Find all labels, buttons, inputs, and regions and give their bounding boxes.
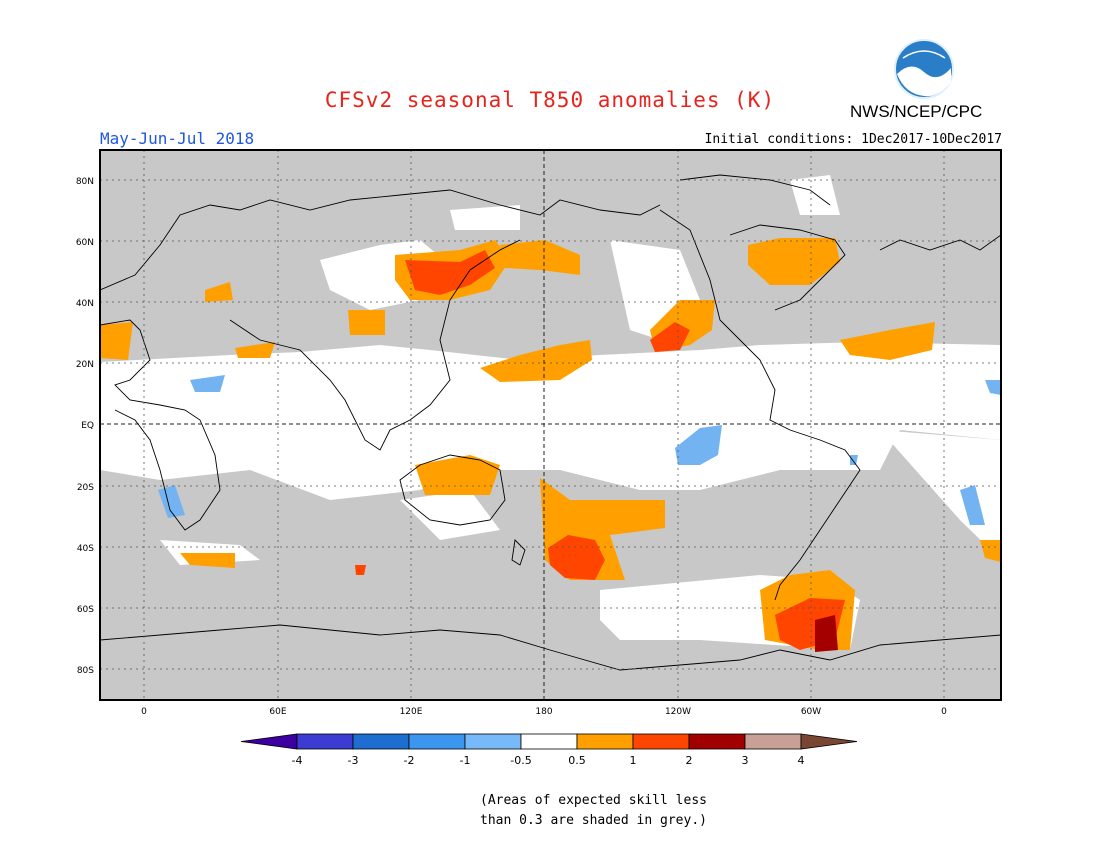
lat-label: 80S	[77, 666, 94, 676]
longitude-labels: 0 60E 120E 180 120W 60W 0	[141, 707, 947, 717]
colorbar-label: -3	[348, 754, 359, 767]
colorbar-label: 3	[742, 754, 749, 767]
colorbar-swatch	[520, 733, 578, 750]
latitude-labels: 80N 60N 40N 20N EQ 20S 40S 60S 80S	[76, 177, 94, 676]
lon-label: 0	[941, 707, 947, 717]
colorbar-swatch	[464, 733, 522, 750]
colorbar-labels: -4 -3 -2 -1 -0.5 0.5 1 2 3 4	[292, 754, 805, 767]
lat-label: 20N	[76, 360, 94, 370]
colorbar-arrow-high	[800, 733, 858, 750]
lat-label: 60N	[76, 238, 94, 248]
lat-label: 40N	[76, 299, 94, 309]
colorbar-label: -4	[292, 754, 303, 767]
colorbar-swatch	[688, 733, 746, 750]
colorbar-label: 1	[630, 754, 637, 767]
warm-anomaly-2-3	[815, 615, 838, 652]
coastlines	[100, 174, 1001, 671]
colorbar-swatch	[408, 733, 466, 750]
colorbar-arrow-low	[240, 733, 298, 750]
colorbar-swatch	[352, 733, 410, 750]
noaa-logo-icon	[894, 39, 954, 99]
lon-label: 120E	[400, 707, 423, 717]
colorbar-label: 4	[798, 754, 805, 767]
lat-label: 20S	[77, 483, 94, 493]
graticule	[100, 150, 1001, 700]
map-frame	[99, 149, 1002, 701]
colorbar	[240, 733, 858, 750]
colorbar-label: -1	[460, 754, 471, 767]
initial-conditions: Initial conditions: 1Dec2017-10Dec2017	[704, 132, 1002, 147]
lat-label: 60S	[77, 605, 94, 615]
colorbar-swatch	[576, 733, 634, 750]
colorbar-swatch	[632, 733, 690, 750]
footnote-line: (Areas of expected skill less	[480, 793, 707, 808]
cool-anomaly-m1-m0.5	[158, 375, 1001, 525]
equator-dateline	[100, 150, 1001, 700]
lon-label: 60E	[269, 707, 286, 717]
colorbar-label: 2	[686, 754, 693, 767]
lon-label: 60W	[801, 707, 821, 717]
colorbar-swatch	[744, 733, 802, 750]
footnote-line: than 0.3 are shaded in grey.)	[480, 813, 707, 828]
lat-label: 40S	[77, 544, 94, 554]
colorbar-swatch	[296, 733, 354, 750]
forecast-period: May-Jun-Jul 2018	[100, 129, 255, 148]
skill-footnote: (Areas of expected skill less than 0.3 a…	[480, 791, 707, 831]
colorbar-label: -2	[404, 754, 415, 767]
lon-label: 120W	[665, 707, 691, 717]
lat-label: 80N	[76, 177, 94, 187]
lat-label: EQ	[81, 421, 94, 431]
lon-label: 180	[535, 707, 552, 717]
agency-label: NWS/NCEP/CPC	[850, 102, 983, 121]
colorbar-label: -0.5	[510, 754, 531, 767]
chart-title: CFSv2 seasonal T850 anomalies (K)	[324, 88, 776, 112]
lon-label: 0	[141, 707, 147, 717]
colorbar-label: 0.5	[568, 754, 586, 767]
